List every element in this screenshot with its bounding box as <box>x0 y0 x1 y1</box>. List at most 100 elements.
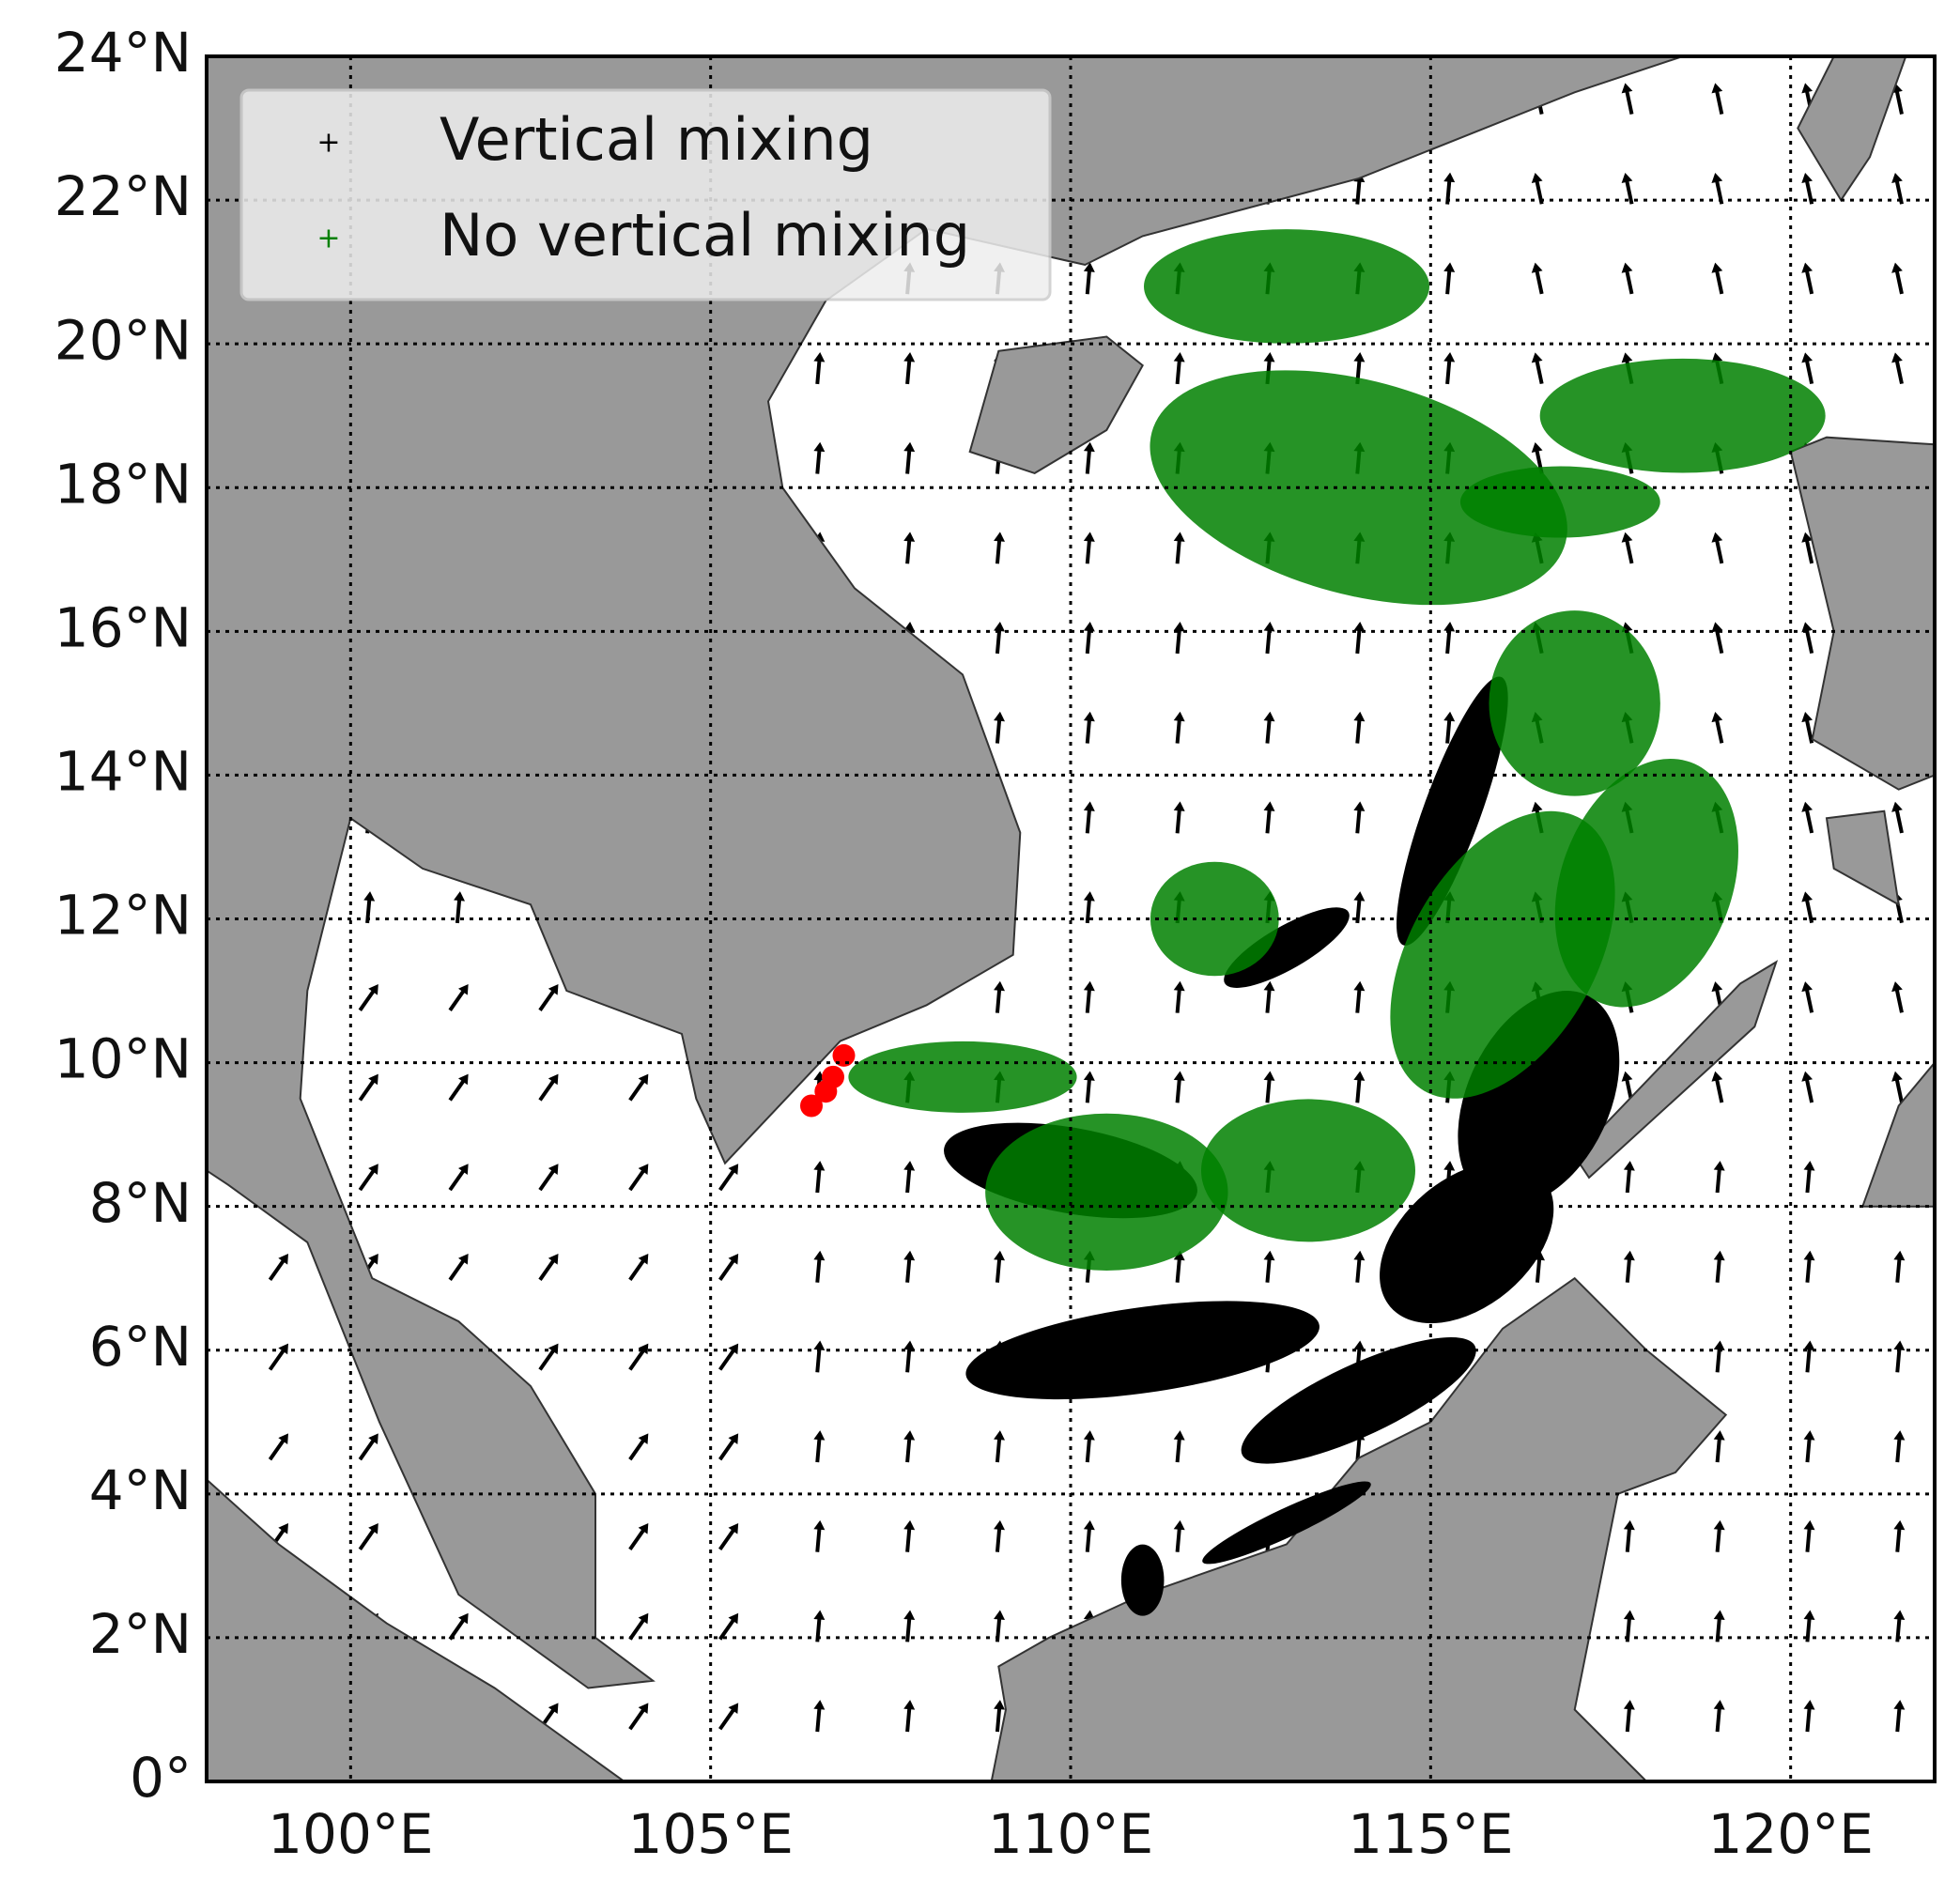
velocity-arrow <box>628 1253 649 1281</box>
arrow-head <box>1621 352 1633 363</box>
arrow-head <box>903 1430 916 1441</box>
velocity-arrow <box>1891 352 1904 385</box>
arrow-head <box>1711 83 1723 94</box>
particle-cloud <box>1120 1544 1165 1616</box>
arrow-shaft <box>1895 1257 1902 1283</box>
arrow-head <box>1801 981 1813 993</box>
velocity-arrow <box>903 1610 916 1642</box>
arrow-head <box>813 352 826 362</box>
arrow-shaft <box>448 1079 466 1102</box>
arrow-head <box>994 1250 1006 1261</box>
velocity-arrow <box>1893 1250 1906 1283</box>
velocity-arrow <box>1173 1250 1185 1283</box>
arrow-shaft <box>1085 539 1092 564</box>
arrow-shaft <box>1804 179 1814 205</box>
velocity-arrow <box>1803 1161 1815 1194</box>
arrow-shaft <box>1715 1437 1721 1463</box>
arrow-head <box>368 1073 378 1086</box>
arrow-head <box>1353 622 1366 632</box>
arrow-shaft <box>268 1438 286 1461</box>
arrow-shaft <box>1625 179 1634 205</box>
y-tick-label: 24°N <box>54 21 192 85</box>
velocity-arrow <box>1713 1340 1725 1373</box>
velocity-arrow <box>1173 711 1185 744</box>
legend-box <box>239 88 1052 301</box>
arrow-head <box>728 1523 739 1534</box>
arrow-head <box>1623 1161 1635 1171</box>
arrow-shaft <box>1625 1257 1632 1283</box>
velocity-arrow <box>1083 1519 1095 1552</box>
particle-cloud <box>1241 1337 1476 1464</box>
land <box>968 335 1144 474</box>
particle-cloud <box>848 1041 1077 1113</box>
arrow-shaft <box>905 1348 912 1373</box>
y-tick-label: 6°N <box>89 1315 192 1379</box>
arrow-shaft <box>905 539 912 564</box>
arrow-head <box>903 1519 916 1531</box>
arrow-shaft <box>1355 988 1362 1013</box>
land <box>1860 1061 1935 1208</box>
plot-area <box>207 56 1935 1781</box>
velocity-arrow <box>1801 981 1814 1013</box>
y-tick-label: 18°N <box>54 452 192 516</box>
arrow-shaft <box>1535 359 1544 385</box>
arrow-head <box>548 1703 559 1715</box>
arrow-shaft <box>1175 1527 1181 1552</box>
land <box>1797 56 1907 202</box>
arrow-head <box>1893 1519 1906 1531</box>
arrow-head <box>1801 262 1813 273</box>
arrow-head <box>728 1253 739 1265</box>
velocity-arrow <box>1083 622 1095 655</box>
arrow-shaft <box>1714 89 1724 115</box>
arrow-head <box>368 1433 378 1444</box>
arrow-shaft <box>1804 898 1814 924</box>
arrow-shaft <box>995 628 1002 655</box>
velocity-arrow <box>1803 1250 1815 1283</box>
arrow-shaft <box>718 1349 736 1371</box>
land <box>207 1478 626 1781</box>
arrow-head <box>1623 1519 1635 1531</box>
arrow-shaft <box>1355 718 1362 744</box>
arrow-shaft <box>1894 89 1904 115</box>
arrow-shaft <box>1804 359 1814 385</box>
y-tick-label: 20°N <box>54 308 192 372</box>
y-tick-label: 14°N <box>54 740 192 804</box>
arrow-shaft <box>448 1258 466 1281</box>
arrow-shaft <box>1804 270 1814 295</box>
arrow-head <box>1801 352 1813 363</box>
arrow-shaft <box>995 1527 1002 1552</box>
arrow-head <box>1083 1430 1095 1441</box>
arrow-head <box>458 1073 469 1086</box>
legend-label: Vertical mixing <box>440 105 873 174</box>
velocity-arrow <box>813 1250 826 1283</box>
particle-cloud <box>1201 1099 1415 1242</box>
arrow-head <box>1801 172 1813 184</box>
velocity-arrow <box>903 1430 916 1463</box>
velocity-arrow <box>1803 1610 1815 1642</box>
velocity-arrow <box>628 1164 649 1192</box>
particle-cloud <box>1539 358 1826 473</box>
velocity-arrow <box>1173 352 1185 385</box>
arrow-head <box>1891 801 1903 812</box>
arrow-head <box>1713 1519 1725 1531</box>
arrow-shaft <box>815 1437 822 1463</box>
arrow-head <box>1803 1700 1815 1710</box>
velocity-arrow <box>1621 262 1634 295</box>
particle-cloud <box>1554 758 1738 1008</box>
velocity-arrow <box>358 983 378 1011</box>
arrow-shaft <box>1175 539 1181 564</box>
arrow-shaft <box>628 1168 646 1192</box>
arrow-shaft <box>1625 539 1634 564</box>
velocity-arrow <box>1621 172 1634 205</box>
arrow-head <box>813 1610 826 1620</box>
arrow-head <box>1621 172 1633 184</box>
arrow-shaft <box>905 359 912 385</box>
arrow-shaft <box>815 449 822 474</box>
arrow-shaft <box>268 1258 286 1281</box>
arrow-shaft <box>1715 1527 1721 1552</box>
arrow-shaft <box>1804 539 1814 564</box>
land <box>1825 809 1901 907</box>
arrow-head <box>1711 1071 1723 1082</box>
arrow-head <box>994 980 1006 992</box>
velocity-arrow <box>903 1250 916 1283</box>
